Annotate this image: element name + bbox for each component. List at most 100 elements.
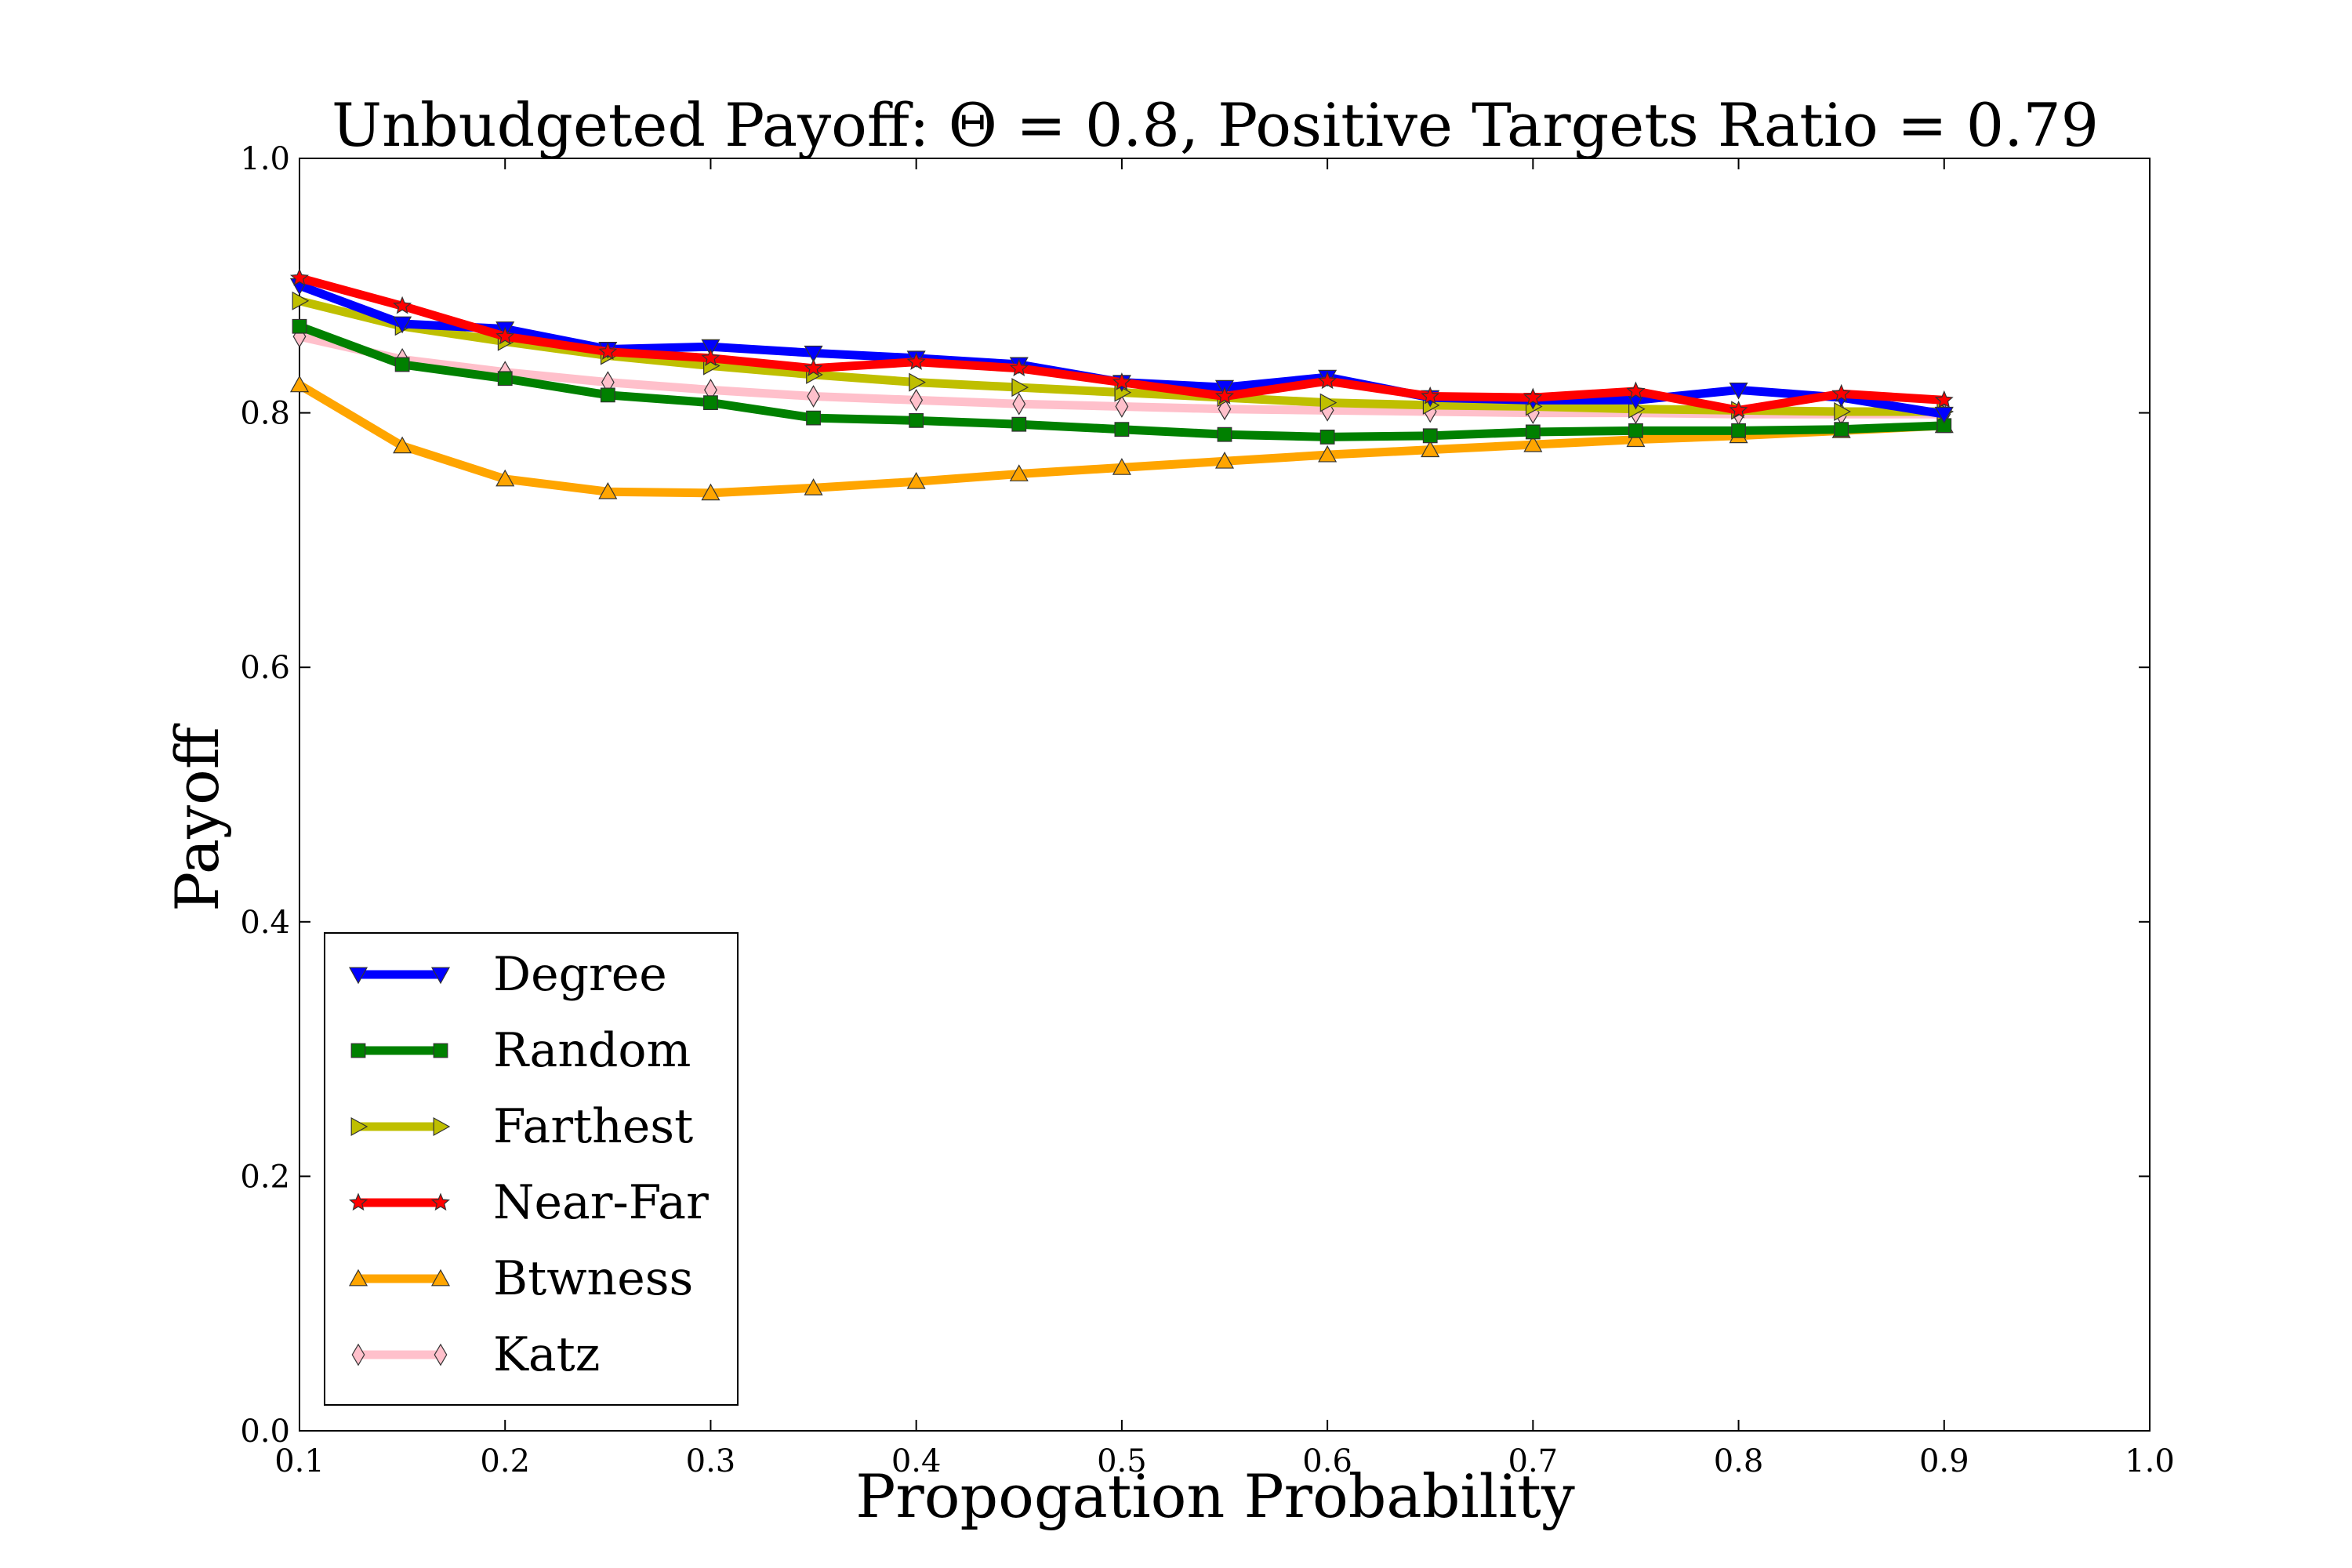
- data-point-random: [909, 412, 924, 428]
- x-tick-label: 0.9: [1919, 1443, 1969, 1479]
- x-tick-label: 0.2: [480, 1443, 530, 1479]
- legend-marker-farthest: [350, 1116, 368, 1137]
- plot-frame: [299, 158, 2151, 1432]
- y-tick-label: 1.0: [240, 141, 290, 177]
- data-point-farthest: [292, 291, 310, 310]
- data-point-katz: [1218, 397, 1232, 421]
- data-point-random: [394, 357, 410, 372]
- x-tick-label: 0.1: [274, 1443, 325, 1479]
- legend-label-farthest: Farthest: [493, 1099, 693, 1154]
- legend-marker-btwness: [430, 1269, 451, 1287]
- data-point-random: [497, 371, 513, 387]
- data-point-random: [292, 318, 307, 334]
- data-point-degree: [804, 345, 823, 363]
- x-tick-label: 1.0: [2125, 1443, 2175, 1479]
- data-point-btwness: [393, 436, 412, 454]
- data-point-random: [1011, 416, 1027, 432]
- x-tick-label: 0.3: [686, 1443, 736, 1479]
- data-point-degree: [393, 316, 412, 334]
- y-tick-label: 0.4: [240, 905, 290, 941]
- chart-title: Unbudgeted Payoff: Θ = 0.8, Positive Tar…: [332, 90, 2099, 160]
- legend-item-katz: Katz: [351, 1327, 600, 1382]
- legend-marker-katz: [351, 1343, 365, 1367]
- x-tick-label: 0.8: [1714, 1443, 1764, 1479]
- y-tick-label: 0.0: [240, 1414, 290, 1450]
- x-tick-label: 0.6: [1302, 1443, 1352, 1479]
- data-point-katz: [1012, 392, 1026, 416]
- legend-marker-degree: [430, 967, 451, 985]
- data-point-near-far: [495, 326, 515, 345]
- data-point-btwness: [289, 375, 310, 393]
- legend-label-degree: Degree: [493, 947, 667, 1002]
- legend-item-near-far: Near-Far: [348, 1175, 709, 1230]
- data-point-near-far: [1214, 386, 1235, 405]
- legend-marker-btwness: [348, 1269, 368, 1287]
- data-point-farthest: [1319, 393, 1338, 412]
- legend-item-btwness: Btwness: [348, 1251, 693, 1306]
- data-point-near-far: [1934, 390, 1954, 408]
- data-point-random: [806, 410, 821, 426]
- data-point-near-far: [289, 268, 310, 286]
- data-point-near-far: [1421, 386, 1440, 405]
- data-point-random: [1217, 426, 1232, 442]
- data-point-katz: [807, 385, 820, 408]
- data-point-btwness: [701, 483, 720, 501]
- data-point-near-far: [598, 342, 618, 360]
- data-point-near-far: [1831, 383, 1851, 402]
- data-point-near-far: [906, 352, 926, 370]
- data-point-btwness: [598, 481, 618, 499]
- data-point-near-far: [1729, 400, 1748, 419]
- data-point-degree: [1934, 406, 1954, 424]
- data-point-near-far: [1009, 358, 1029, 376]
- y-tick-label: 0.6: [240, 650, 290, 686]
- data-point-near-far: [393, 296, 412, 314]
- data-point-degree: [1729, 382, 1748, 400]
- data-point-random: [1525, 424, 1541, 440]
- legend-label-random: Random: [493, 1023, 691, 1078]
- data-point-farthest: [1011, 378, 1029, 397]
- legend-label-near-far: Near-Far: [493, 1175, 709, 1230]
- data-point-btwness: [804, 478, 823, 495]
- data-point-btwness: [1626, 430, 1646, 448]
- y-tick-label: 0.2: [240, 1159, 290, 1195]
- legend-item-degree: Degree: [348, 947, 667, 1002]
- legend-box: [324, 932, 739, 1406]
- data-point-btwness: [1214, 452, 1235, 469]
- legend-marker-farthest: [433, 1116, 451, 1137]
- data-point-random: [703, 395, 718, 411]
- legend-item-farthest: Farthest: [350, 1099, 693, 1154]
- y-axis-label: Payoff: [162, 723, 232, 912]
- legend-item-random: Random: [350, 1023, 691, 1078]
- data-point-near-far: [804, 358, 823, 376]
- data-point-btwness: [1523, 434, 1543, 452]
- data-point-btwness: [495, 469, 515, 487]
- data-point-random: [1834, 422, 1849, 437]
- data-point-random: [1114, 422, 1130, 437]
- data-point-katz: [909, 388, 924, 412]
- data-point-btwness: [906, 472, 926, 489]
- legend: Degree Random Farthest Near-Far Btwness Katz: [324, 932, 739, 1406]
- data-point-near-far: [1318, 371, 1338, 390]
- legend-marker-near-far: [348, 1192, 368, 1211]
- x-tick-label: 0.7: [1508, 1443, 1559, 1479]
- series-near-far: [289, 268, 1954, 419]
- data-point-near-far: [1626, 381, 1646, 400]
- data-point-random: [1731, 423, 1746, 438]
- legend-marker-near-far: [430, 1192, 451, 1211]
- legend-marker-random: [350, 1043, 366, 1058]
- data-point-btwness: [1421, 440, 1440, 458]
- data-point-farthest: [1834, 401, 1851, 421]
- data-point-near-far: [1523, 387, 1543, 406]
- data-point-random: [1319, 430, 1335, 445]
- legend-marker-degree: [348, 967, 368, 985]
- data-point-btwness: [1318, 445, 1338, 463]
- data-point-btwness: [1112, 458, 1131, 475]
- x-tick-label: 0.4: [891, 1443, 942, 1479]
- data-point-random: [600, 387, 615, 403]
- data-point-random: [1422, 428, 1438, 444]
- data-point-farthest: [909, 372, 926, 392]
- x-axis-label: Propogation Probability: [855, 1461, 1575, 1531]
- legend-marker-random: [433, 1043, 448, 1058]
- data-point-random: [1628, 423, 1643, 438]
